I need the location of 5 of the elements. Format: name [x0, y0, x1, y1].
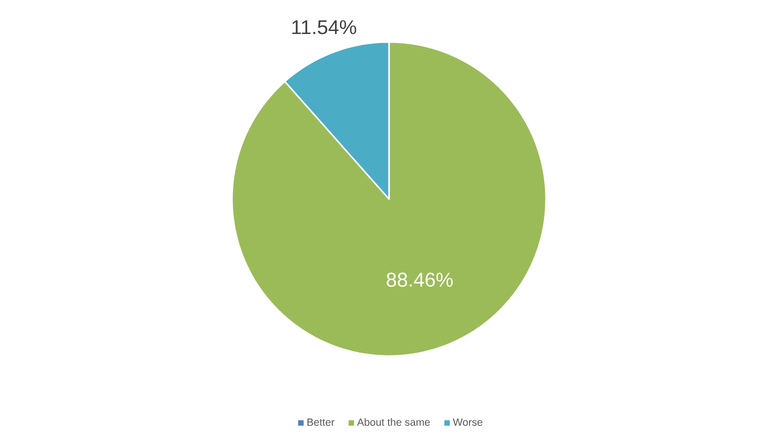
- legend-label: Better: [308, 418, 334, 426]
- data-label: 88.46%: [386, 272, 453, 287]
- data-label: 11.54%: [292, 20, 356, 34]
- legend-label: About the same: [357, 418, 430, 426]
- legend-label: Worse: [452, 418, 482, 426]
